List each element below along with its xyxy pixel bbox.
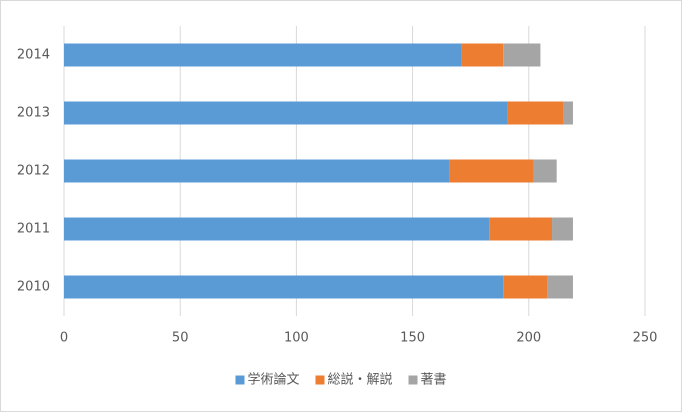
bar-segment [552, 217, 573, 241]
bar-segment [64, 101, 508, 125]
x-tick-label: 200 [516, 331, 541, 346]
bar-segment [503, 275, 548, 299]
y-tick-label: 2011 [17, 222, 50, 237]
x-tick-label: 250 [633, 331, 658, 346]
legend-swatch [315, 375, 325, 385]
y-tick-label: 2012 [17, 164, 50, 179]
y-tick-label: 2014 [17, 48, 50, 63]
bar-segment [461, 43, 504, 67]
bar-segment [547, 275, 573, 299]
bar-segment [507, 101, 564, 125]
legend-swatch [235, 375, 245, 385]
legend-swatch [408, 375, 418, 385]
y-tick-label: 2010 [17, 280, 50, 295]
x-tick-label: 150 [400, 331, 425, 346]
legend-label: 総説・解説 [327, 372, 392, 388]
bar-segment [563, 101, 573, 125]
bar-segment [503, 43, 541, 67]
y-tick-label: 2013 [17, 106, 50, 121]
bar-segment [64, 43, 462, 67]
x-tick-label: 100 [284, 331, 309, 346]
bar-segment [64, 275, 504, 299]
legend-label: 著書 [421, 373, 447, 388]
bar-segment [449, 159, 534, 183]
x-tick-label: 0 [60, 331, 68, 346]
bar-segment [64, 159, 450, 183]
bar-segment [533, 159, 557, 183]
legend-label: 学術論文 [247, 372, 299, 388]
x-tick-label: 50 [172, 331, 189, 346]
bar-segment [489, 217, 553, 241]
bar-segment [64, 217, 490, 241]
